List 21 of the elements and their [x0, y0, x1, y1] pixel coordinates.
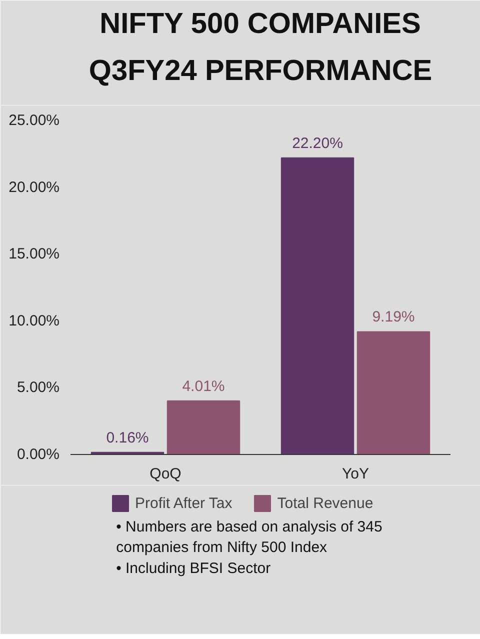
bar: [166, 400, 240, 454]
x-tick-label: QoQ: [150, 466, 182, 482]
data-label: 22.20%: [292, 134, 343, 152]
y-tick-label: 25.00%: [8, 112, 60, 129]
x-tick-label: YoY: [342, 466, 369, 482]
text: • Including BFSI Sector: [116, 560, 271, 577]
y-tick-label: 15.00%: [8, 246, 60, 263]
data-label: 0.16%: [106, 429, 149, 446]
y-tick-label: 10.00%: [8, 312, 60, 330]
legend-label: Profit After Tax: [135, 494, 232, 512]
y-tick-label: 5.00%: [16, 379, 60, 396]
text: companies from Nifty 500 Index: [116, 539, 328, 556]
bar: [280, 157, 354, 454]
text: • Numbers are based on analysis of 345: [116, 518, 382, 536]
data-label: 4.01%: [182, 378, 225, 395]
y-tick-label: 20.00%: [8, 178, 60, 196]
y-tick-label: 0.00%: [16, 446, 60, 463]
data-label: 9.19%: [372, 308, 415, 326]
legend-label: Total Revenue: [277, 494, 374, 512]
bar: [356, 331, 430, 454]
chart-title: NIFTY 500 COMPANIES Q3FY24 PERFORMANCE: [88, 8, 432, 88]
